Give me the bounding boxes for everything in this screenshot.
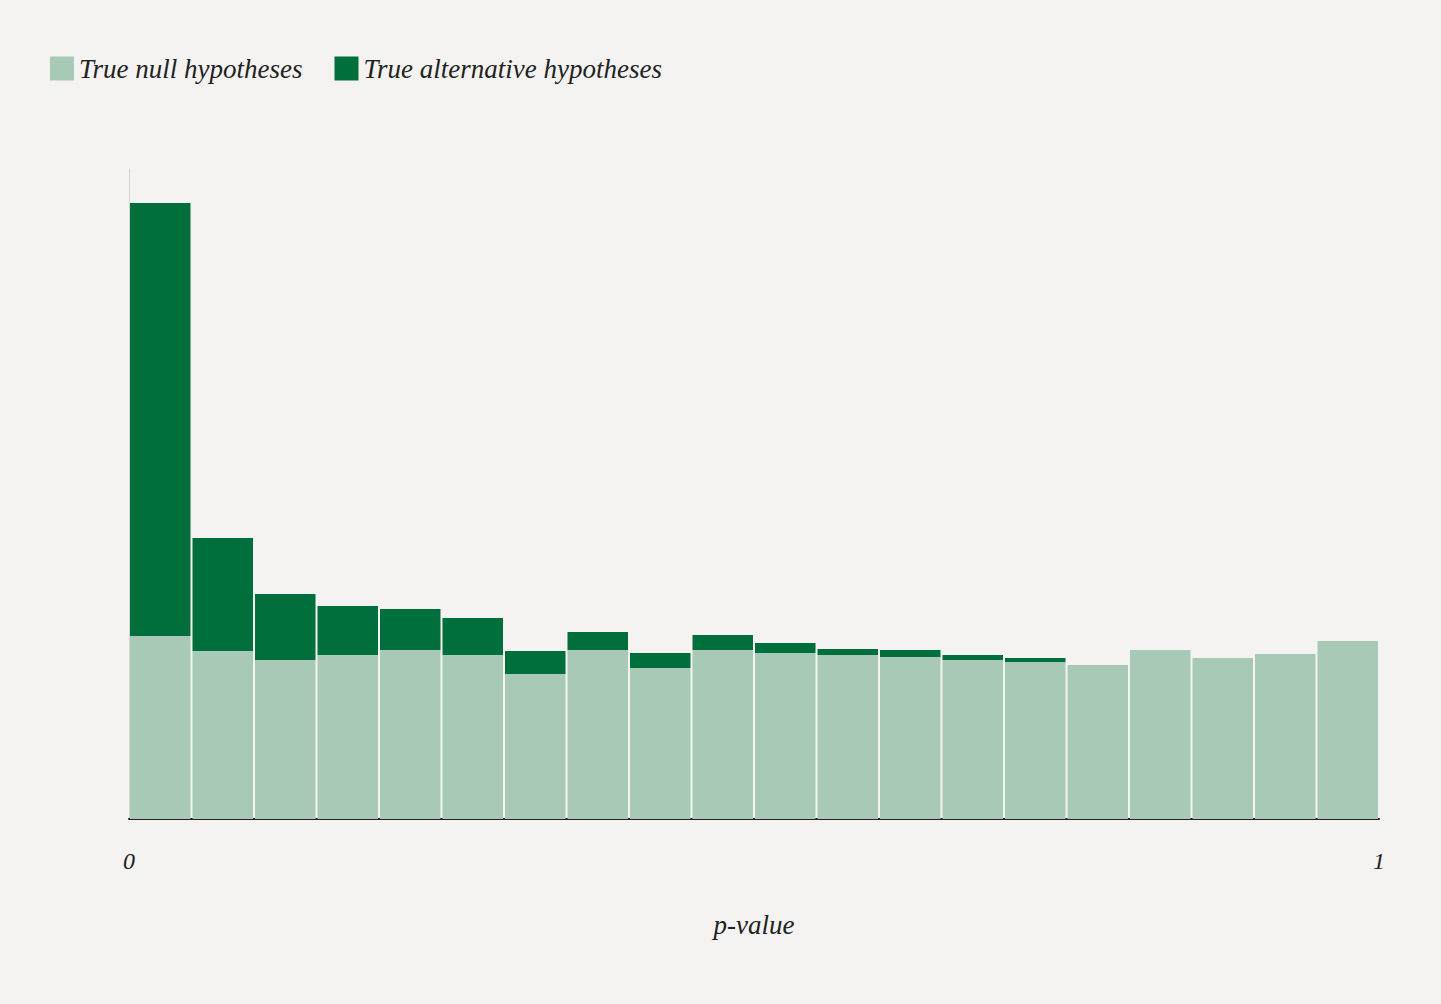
svg-text:1: 1	[1373, 848, 1385, 874]
svg-text:True null hypotheses: True null hypotheses	[79, 54, 303, 84]
svg-text:p-value: p-value	[712, 910, 795, 940]
svg-text:True alternative hypotheses: True alternative hypotheses	[363, 54, 661, 84]
svg-text:0: 0	[123, 848, 135, 874]
